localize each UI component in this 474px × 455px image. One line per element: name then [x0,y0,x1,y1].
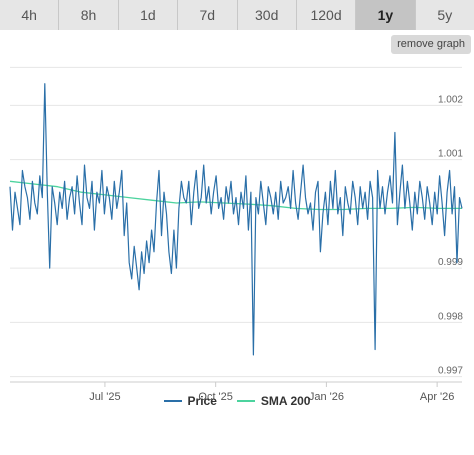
legend-item-price[interactable]: Price [163,394,217,408]
chart-legend: Price SMA 200 [0,391,474,411]
tab-7d[interactable]: 7d [178,0,238,30]
x-tick-label: Apr '26 [420,391,455,403]
y-tick-label: 1.001 [438,149,463,160]
x-tick-label: Jul '25 [89,391,120,403]
x-tick-label: Oct '25 [198,391,233,403]
y-tick-label: 0.997 [438,366,463,377]
tab-1y[interactable]: 1y [356,0,416,30]
remove-graph-button[interactable]: remove graph [391,35,471,54]
legend-swatch-sma [236,400,255,402]
x-tick-label: Jan '26 [309,391,344,403]
tab-4h[interactable]: 4h [0,0,60,30]
y-tick-label: 1.002 [438,94,463,105]
legend-swatch-price [163,400,182,402]
legend-label-price: Price [187,394,217,408]
y-tick-label: 0.999 [438,257,463,268]
tab-120d[interactable]: 120d [296,0,357,30]
tab-8h[interactable]: 8h [59,0,119,30]
tab-1d[interactable]: 1d [118,0,179,30]
legend-label-sma: SMA 200 [260,394,311,408]
series-price-line [9,83,463,356]
tab-5y[interactable]: 5y [415,0,474,30]
range-tabs: 4h 8h 1d 7d 30d 120d 1y 5y [0,0,474,30]
tab-30d[interactable]: 30d [237,0,297,30]
legend-item-sma[interactable]: SMA 200 [236,394,311,408]
y-tick-label: 0.998 [438,311,463,322]
